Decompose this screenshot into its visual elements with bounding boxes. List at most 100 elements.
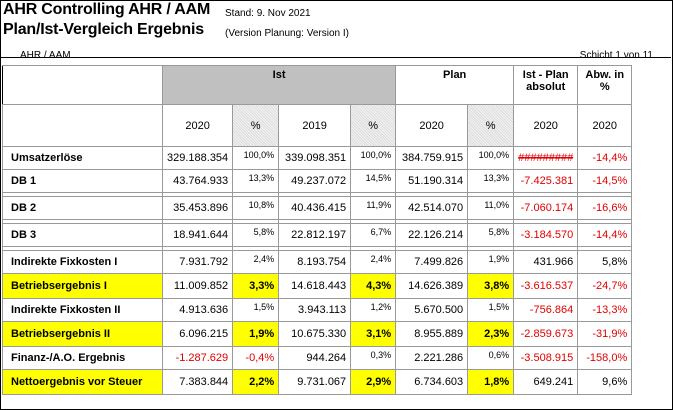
value-cell: 7.499.826 bbox=[395, 250, 469, 274]
table-row: Umsatzerlöse 329.188.354 100,0% 339.098.351… bbox=[2, 146, 633, 170]
year-header: 2020 bbox=[161, 104, 234, 147]
value-cell: 329.188.354 bbox=[161, 146, 234, 170]
value-cell: -1.287.629 bbox=[161, 346, 234, 370]
plan-header: Plan bbox=[395, 65, 515, 105]
row-label: Umsatzerlöse bbox=[2, 146, 163, 170]
table-row: Finanz-/A.O. Ergebnis -1.287.629 -0,4% 944.… bbox=[2, 346, 633, 370]
year-header: 2019 bbox=[278, 104, 352, 147]
percent-cell: 1,2% bbox=[350, 298, 397, 322]
value-cell: -3.508.915 bbox=[513, 346, 579, 370]
report-title: AHR Controlling AHR / AAM bbox=[3, 1, 211, 18]
value-cell: -158,0% bbox=[577, 346, 633, 370]
value-cell: 51.190.314 bbox=[395, 169, 469, 193]
percent-cell: 100,0% bbox=[232, 146, 280, 170]
value-cell: 14.626.389 bbox=[395, 273, 469, 299]
value-cell: 2.221.286 bbox=[395, 346, 469, 370]
value-cell: 14.618.443 bbox=[278, 273, 352, 299]
value-cell: 10.675.330 bbox=[278, 321, 352, 347]
row-label: Betriebsergebnis I bbox=[2, 273, 163, 299]
table-row: DB 2 35.453.896 10,8% 40.436.415 11,9% 42.514… bbox=[2, 196, 633, 220]
value-cell: 22.126.214 bbox=[395, 223, 469, 247]
value-cell: -31,9% bbox=[577, 321, 633, 347]
value-cell: 9,6% bbox=[577, 369, 633, 395]
value-cell: 5,8% bbox=[577, 250, 633, 274]
table-row: DB 1 43.764.933 13,3% 49.237.072 14,5% 51.190… bbox=[2, 169, 633, 193]
value-cell: 22.812.197 bbox=[278, 223, 352, 247]
value-cell: -3.184.570 bbox=[513, 223, 579, 247]
table-row: Betriebsergebnis II 6.096.215 1,9% 10.675.3… bbox=[2, 321, 633, 347]
value-cell: 49.237.072 bbox=[278, 169, 352, 193]
percent-cell: 6,7% bbox=[350, 223, 397, 247]
value-cell: 5.670.500 bbox=[395, 298, 469, 322]
value-cell: -2.859.673 bbox=[513, 321, 579, 347]
percent-cell: 1,8% bbox=[467, 369, 515, 395]
value-cell: 7.931.792 bbox=[161, 250, 234, 274]
table-row: Indirekte Fixkosten II 4.913.636 1,5% 3.943… bbox=[2, 298, 633, 322]
value-cell: -14,4% bbox=[577, 223, 633, 247]
label-col-header bbox=[2, 104, 163, 147]
year-header: 2020 bbox=[513, 104, 579, 147]
value-cell: 8.955.889 bbox=[395, 321, 469, 347]
percent-cell: 5,8% bbox=[232, 223, 280, 247]
version-info: (Version Planung: Version I) bbox=[225, 28, 349, 39]
percent-cell: 11,0% bbox=[467, 196, 515, 220]
percent-cell: -0,4% bbox=[232, 346, 280, 370]
value-cell: 35.453.896 bbox=[161, 196, 234, 220]
row-label: DB 1 bbox=[2, 169, 163, 193]
percent-cell: 2,2% bbox=[232, 369, 280, 395]
value-cell: 7.383.844 bbox=[161, 369, 234, 395]
value-cell: 18.941.644 bbox=[161, 223, 234, 247]
abw-header: Abw. in % bbox=[577, 65, 633, 105]
value-cell: 8.193.754 bbox=[278, 250, 352, 274]
entity-label: AHR / AAM bbox=[20, 50, 71, 61]
value-cell: 11.009.852 bbox=[161, 273, 234, 299]
percent-cell: 2,9% bbox=[350, 369, 397, 395]
table-row: Indirekte Fixkosten I 7.931.792 2,4% 8.193.… bbox=[2, 250, 633, 274]
row-label: DB 3 bbox=[2, 223, 163, 247]
ist-header: Ist bbox=[161, 65, 397, 105]
percent-cell: 1,5% bbox=[467, 298, 515, 322]
value-cell: -24,7% bbox=[577, 273, 633, 299]
percent-cell: 100,0% bbox=[350, 146, 397, 170]
value-cell: 339.098.351 bbox=[278, 146, 352, 170]
value-cell: 944.264 bbox=[278, 346, 352, 370]
percent-cell: 5,8% bbox=[467, 223, 515, 247]
percent-cell: 4,3% bbox=[350, 273, 397, 299]
percent-cell: 2,3% bbox=[467, 321, 515, 347]
value-cell: 40.436.415 bbox=[278, 196, 352, 220]
value-cell: 9.731.067 bbox=[278, 369, 352, 395]
value-cell: -14,4% bbox=[577, 146, 633, 170]
percent-cell: 13,3% bbox=[467, 169, 515, 193]
percent-cell: 3,1% bbox=[350, 321, 397, 347]
value-cell: -756.864 bbox=[513, 298, 579, 322]
percent-cell: 3,8% bbox=[467, 273, 515, 299]
value-cell: 6.096.215 bbox=[161, 321, 234, 347]
percent-cell: 0,3% bbox=[350, 346, 397, 370]
percent-cell: 1,9% bbox=[467, 250, 515, 274]
value-cell: -13,3% bbox=[577, 298, 633, 322]
value-cell: 431.966 bbox=[513, 250, 579, 274]
value-cell: 43.764.933 bbox=[161, 169, 234, 193]
stand-date: Stand: 9. Nov 2021 bbox=[225, 8, 311, 19]
percent-cell: 1,5% bbox=[232, 298, 280, 322]
row-label: Finanz-/A.O. Ergebnis bbox=[2, 346, 163, 370]
row-label: Indirekte Fixkosten II bbox=[2, 298, 163, 322]
table-row: Betriebsergebnis I 11.009.852 3,3% 14.618.4… bbox=[2, 273, 633, 299]
year-header: % bbox=[467, 104, 515, 147]
value-cell: -16,6% bbox=[577, 196, 633, 220]
result-table: Ist Plan Ist - Plan absolut Abw. in % 20… bbox=[2, 65, 633, 395]
corner-cell bbox=[2, 65, 163, 105]
value-cell: 4.913.636 bbox=[161, 298, 234, 322]
value-cell: 42.514.070 bbox=[395, 196, 469, 220]
percent-cell: 10,8% bbox=[232, 196, 280, 220]
year-header: % bbox=[350, 104, 397, 147]
value-cell: -7.060.174 bbox=[513, 196, 579, 220]
value-cell: -3.616.537 bbox=[513, 273, 579, 299]
page-indicator: Schicht 1 von 11 bbox=[579, 50, 653, 61]
percent-cell: 2,4% bbox=[350, 250, 397, 274]
value-cell: 3.943.113 bbox=[278, 298, 352, 322]
value-cell: -14,5% bbox=[577, 169, 633, 193]
year-header: 2020 bbox=[395, 104, 469, 147]
percent-cell: 11,9% bbox=[350, 196, 397, 220]
percent-cell: 3,3% bbox=[232, 273, 280, 299]
